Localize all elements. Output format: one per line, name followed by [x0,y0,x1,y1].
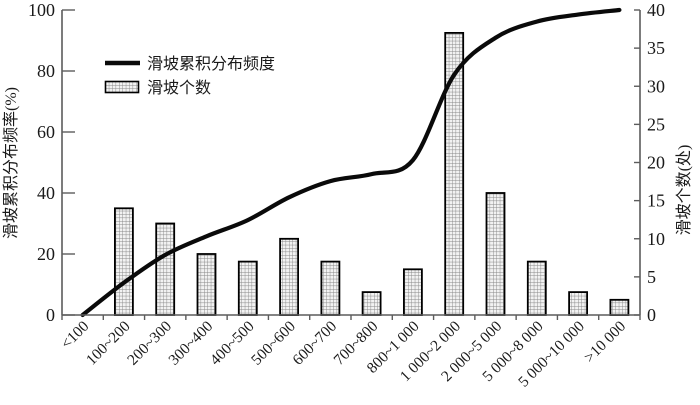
axes [61,9,641,320]
x-category-label: >10 000 [581,318,630,367]
cumulative-line-path [80,7,622,318]
right-axis-tick-labels: 0 5 10 15 20 25 30 35 40 [647,0,665,325]
legend-bar-swatch [104,80,140,94]
bar-300~400 [196,253,217,316]
x-category-label: 600~700 [289,318,340,369]
right-tick-label: 25 [647,114,665,134]
x-category-label: 500~600 [248,318,299,369]
x-category-label: 400~500 [207,318,258,369]
right-tick-label: 20 [647,153,665,173]
legend-bar-label: 滑坡个数 [147,79,211,97]
bar-2 000~5 000 [485,192,506,316]
bar-200~300 [155,222,176,316]
x-category-label: 300~400 [165,318,216,369]
bar-800~1 000 [402,268,423,316]
left-axis-tick-labels: 0 20 40 60 80 100 [28,0,55,325]
right-axis-title: 滑坡个数(处) [675,145,693,236]
legend-line-label: 滑坡累积分布频度 [147,55,275,73]
x-category-label: 100~200 [83,318,134,369]
right-tick-label: 40 [647,0,665,20]
right-tick-label: 35 [647,38,665,58]
bar-700~800 [361,291,382,316]
left-tick-label: 40 [37,183,55,203]
left-tick-label: 60 [37,122,55,142]
left-tick-label: 100 [28,0,55,20]
bar-5 000~10 000 [568,291,588,316]
x-category-label: 200~300 [124,318,175,369]
right-tick-label: 30 [647,76,665,96]
left-tick-label: 80 [37,61,55,81]
x-axis-tick-labels: <100100~200200~300300~400400~500500~6006… [58,318,630,391]
bar-600~700 [320,260,341,316]
bar-100~200 [114,207,134,317]
bar-400~500 [237,260,258,316]
left-tick-label: 20 [37,244,55,264]
left-tick-label: 0 [46,305,55,325]
right-tick-label: 10 [647,229,665,249]
bars-group [114,32,630,317]
bar-5 000~8 000 [526,260,547,316]
bar-500~600 [279,237,300,317]
bar->10 000 [609,298,630,316]
right-tick-label: 5 [647,267,656,287]
right-tick-label: 15 [647,191,665,211]
right-tick-label: 0 [647,305,656,325]
x-category-label: <100 [58,318,93,353]
legend: 滑坡累积分布频度 滑坡个数 [104,55,275,97]
left-axis-title: 滑坡累积分布频率(%) [2,87,20,239]
